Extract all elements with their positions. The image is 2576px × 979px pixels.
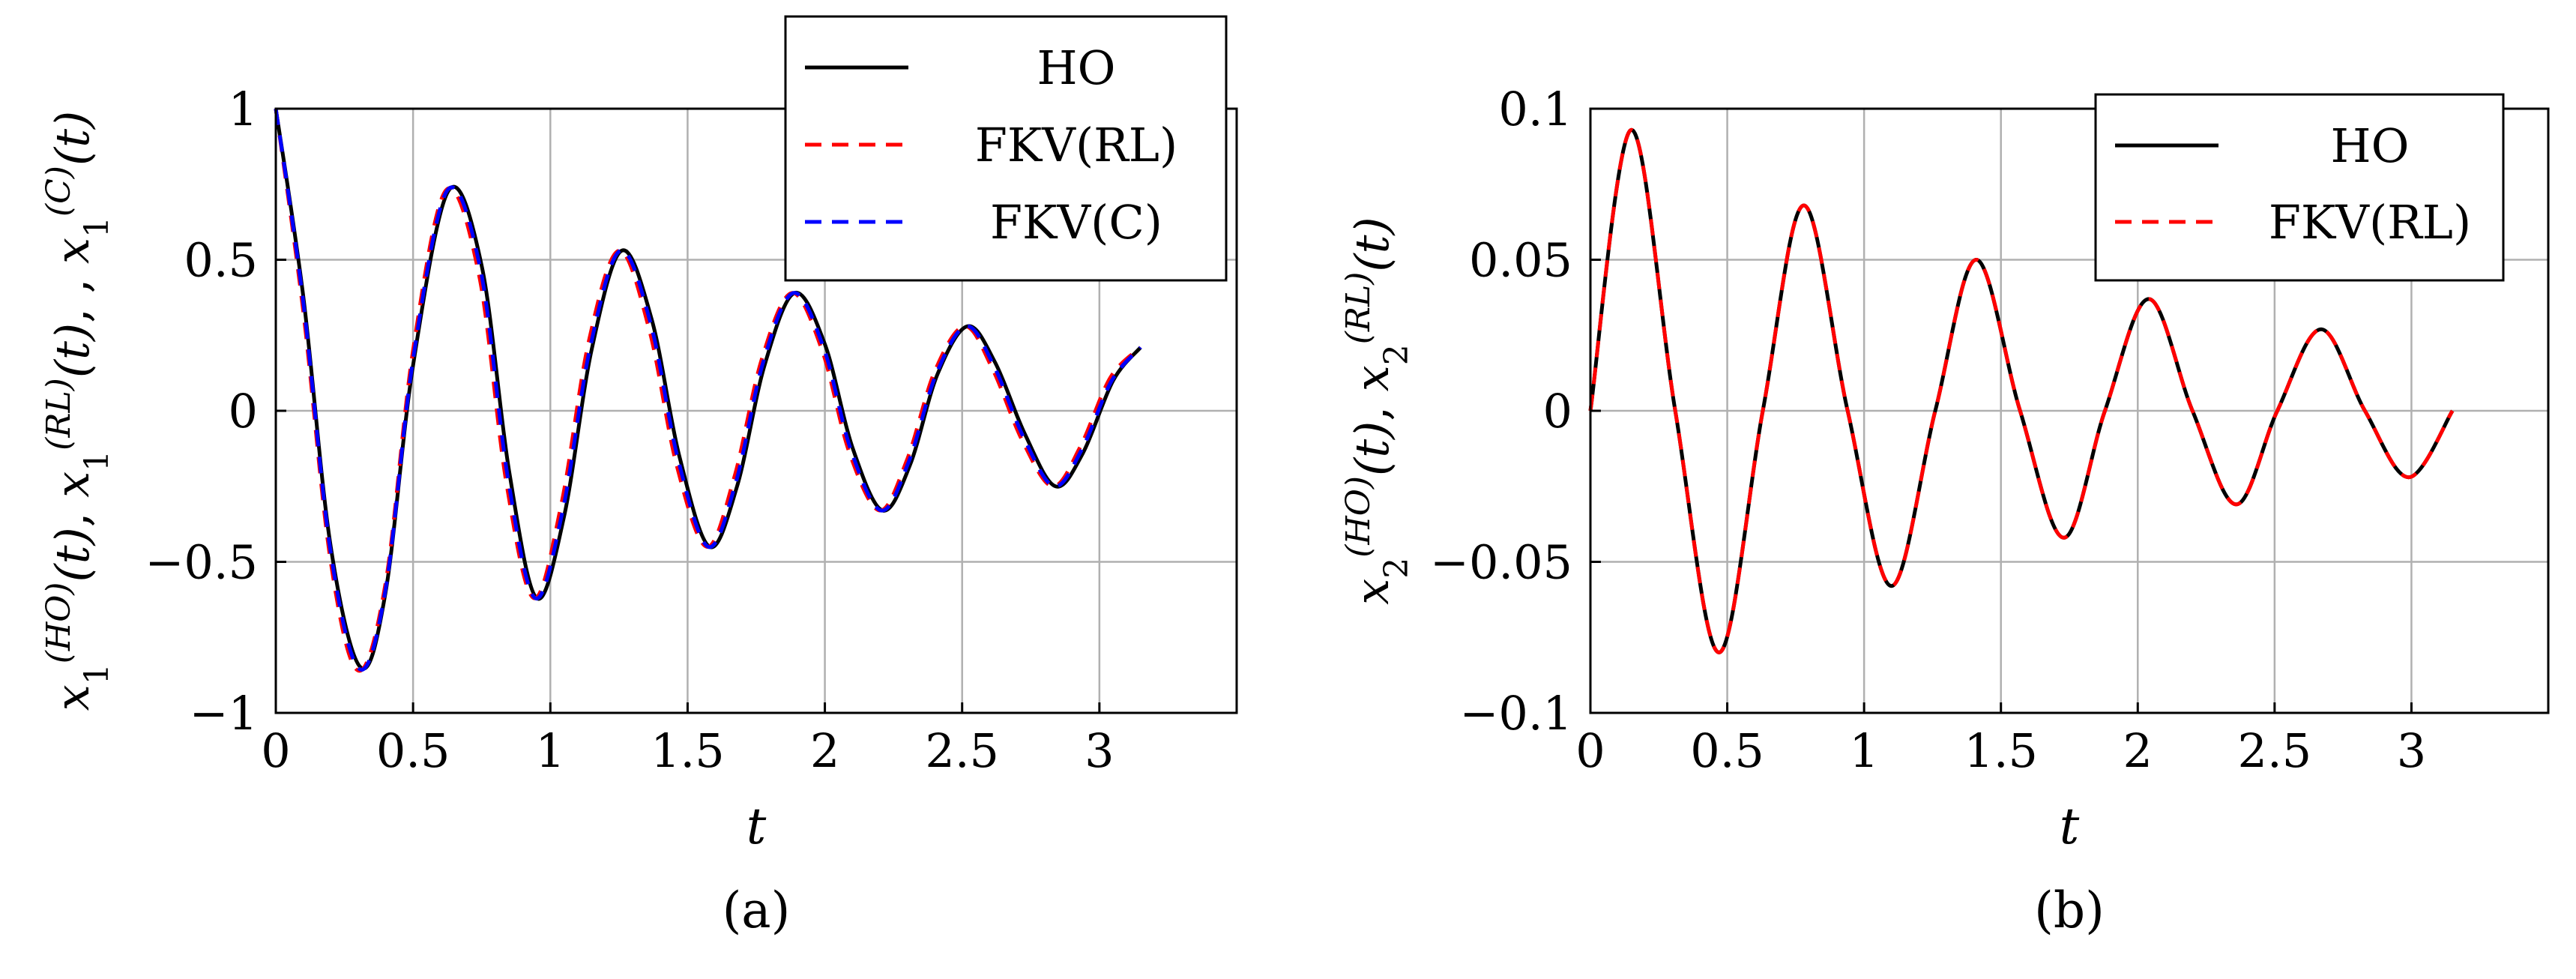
x-tick-label: 1: [1849, 723, 1878, 778]
x-tick-label: 1: [536, 723, 565, 778]
series-group-a: [274, 108, 1142, 673]
legend-box: [784, 15, 1228, 282]
y-tick-label: 0.05: [1469, 233, 1572, 288]
legend-label: HO: [2331, 118, 2410, 173]
legend-b: HO FKV(RL): [2094, 93, 2505, 282]
y-tick-label: −1: [190, 686, 258, 741]
y-axis-label: x1(HO)(t), x1(RL)(t), , x1(C)(t): [40, 111, 116, 711]
y-tick-label: 0.5: [184, 233, 258, 288]
legend-label: FKV(C): [990, 195, 1162, 250]
series-group-b: [1588, 127, 2455, 654]
x-tick-label: 0.5: [1690, 723, 1764, 778]
x-tick-label: 3: [2397, 723, 2426, 778]
legend-label: FKV(RL): [2269, 195, 2471, 250]
x-tick-label: 0: [1575, 723, 1605, 778]
legend-label: HO: [1037, 40, 1116, 95]
y-tick-label: −0.5: [145, 535, 258, 590]
chart-panel-a: 0 0.5 1 1.5 2 2.5 3 −1 −0.5 0 0.5 1 t x1(HO)(t), x1(R…: [40, 15, 1238, 939]
x-tick-label: 2: [2123, 723, 2153, 778]
y-tick-label: 0: [1543, 384, 1572, 439]
x-tick-label: 1.5: [651, 723, 725, 778]
panel-caption: (a): [723, 882, 791, 939]
panel-caption: (b): [2034, 882, 2105, 939]
chart-panel-b: 0 0.5 1 1.5 2 2.5 3 −0.1 −0.05 0 0.05 0.1 t x2(HO)(t)…: [1339, 82, 2550, 939]
series-line-fkv-rl-: [1588, 127, 2455, 654]
legend-box: [2094, 93, 2505, 282]
x-tick-label: 3: [1085, 723, 1114, 778]
x-tick-label: 1.5: [1964, 723, 2038, 778]
y-tick-label: −0.05: [1430, 535, 1572, 590]
y-tick-label: 0: [229, 384, 258, 439]
y-axis-label: x2(HO)(t), x2(RL)(t): [1339, 217, 1416, 604]
legend-a: HO FKV(RL) FKV(C): [784, 15, 1228, 282]
y-tick-label: −0.1: [1459, 686, 1572, 741]
legend-label: FKV(RL): [975, 118, 1177, 172]
x-tick-label: 0.5: [376, 723, 450, 778]
y-tick-label: 0.1: [1498, 82, 1572, 136]
x-tick-label: 2: [810, 723, 839, 778]
x-tick-label: 2.5: [2238, 723, 2312, 778]
x-tick-label: 2.5: [925, 723, 999, 778]
y-tick-label: 1: [229, 82, 258, 136]
x-axis-label: t: [746, 798, 767, 855]
x-tick-label: 0: [261, 723, 290, 778]
x-axis-label: t: [2060, 798, 2080, 855]
